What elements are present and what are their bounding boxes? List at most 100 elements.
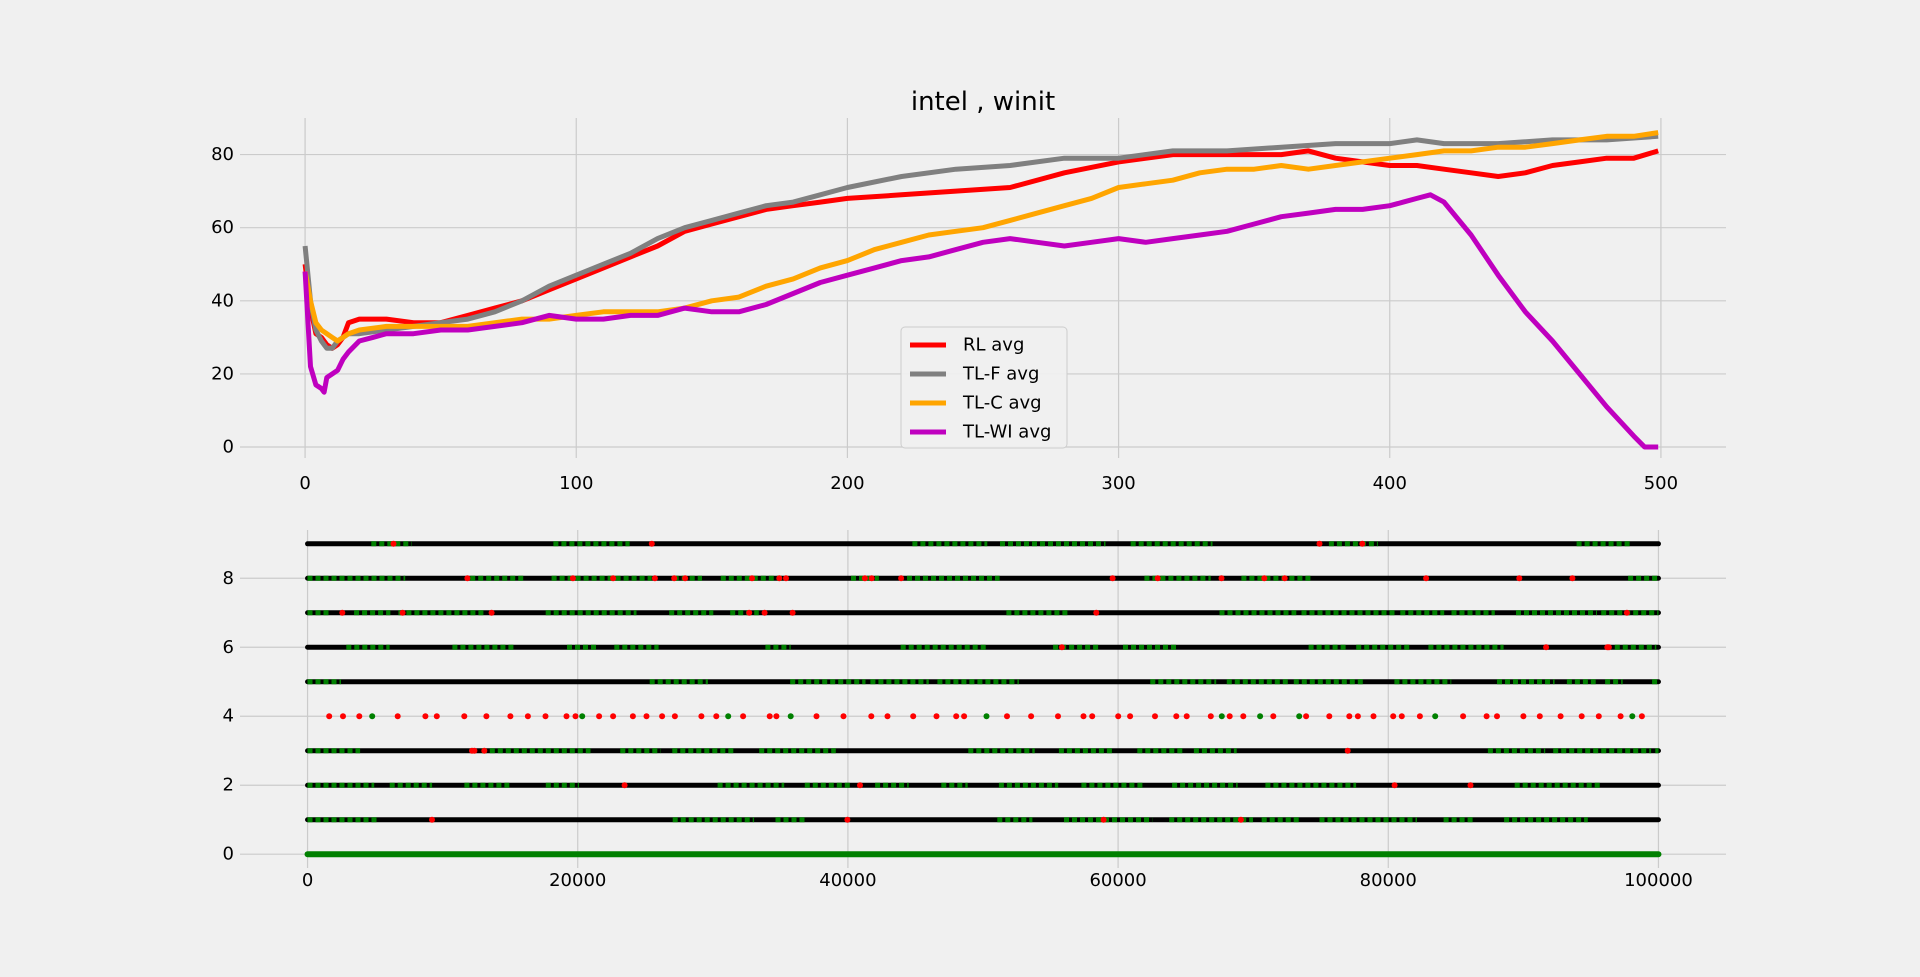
scatter-point (1391, 782, 1398, 789)
scatter-point (1326, 713, 1333, 720)
scatter-point (682, 575, 689, 582)
scatter-point (761, 609, 768, 616)
scatter-point (339, 609, 346, 616)
scatter-point (1416, 713, 1423, 720)
scatter-point (1089, 713, 1096, 720)
scatter-point (1390, 713, 1397, 720)
scatter-point (610, 575, 617, 582)
scatter-point (1152, 713, 1158, 720)
scatter-point (422, 713, 429, 720)
scatter-point (1494, 713, 1500, 720)
x-tick-label: 20000 (549, 870, 606, 891)
chart-title: intel , winit (911, 87, 1055, 117)
scatter-point (1398, 713, 1405, 720)
scatter-point (1629, 713, 1636, 720)
scatter-point (629, 713, 636, 720)
legend-box (900, 326, 1068, 449)
y-tick-label: 60 (211, 217, 234, 238)
scatter-row-6 (305, 644, 1661, 651)
scatter-point (507, 713, 514, 720)
scatter-point (1483, 713, 1490, 720)
scatter-point (1543, 644, 1550, 651)
legend: RL avg TL-F avg TL-C avg TL-WI avg (900, 326, 1068, 449)
scatter-point (461, 713, 468, 720)
scatter-point (429, 816, 435, 823)
x-tick-label: 100000 (1624, 870, 1693, 891)
scatter-point (868, 713, 875, 720)
scatter-point (1460, 713, 1467, 720)
y-tick-label: 0 (223, 437, 234, 458)
scatter-point (713, 713, 720, 720)
scatter-point (953, 713, 960, 720)
scatter-point (1058, 644, 1065, 651)
scatter-row-3 (305, 747, 1661, 754)
scatter-point (1296, 713, 1303, 720)
scatter-point (1261, 575, 1268, 582)
scatter-point (1423, 575, 1430, 582)
scatter-point (740, 713, 747, 720)
scatter-point (471, 747, 478, 754)
x-tick-label: 200 (830, 473, 864, 494)
scatter-row-7 (305, 609, 1661, 616)
scatter-point (1055, 713, 1061, 720)
y-tick-label: 4 (223, 706, 234, 727)
scatter-point (483, 713, 490, 720)
scatter-point (1154, 575, 1161, 582)
scatter-row-1 (305, 816, 1661, 823)
scatter-point (857, 782, 863, 789)
scatter-point (481, 747, 488, 754)
x-tick-label: 40000 (819, 870, 876, 891)
x-tick-label: 0 (302, 870, 313, 891)
scatter-point (356, 713, 363, 720)
scatter-point (1536, 713, 1543, 720)
scatter-point (898, 575, 905, 582)
x-tick-label: 80000 (1360, 870, 1417, 891)
scatter-point (326, 713, 333, 720)
scatter-point (1557, 713, 1564, 720)
scatter-point (542, 713, 549, 720)
scatter-point (1218, 713, 1225, 720)
scatter-point (1100, 816, 1107, 823)
scatter-point (861, 575, 868, 582)
scatter-point (1578, 713, 1585, 720)
scatter-point (643, 713, 650, 720)
scatter-point (610, 713, 617, 720)
scatter-point (671, 713, 678, 720)
scatter-point (1569, 575, 1576, 582)
scatter-point (1207, 713, 1214, 720)
scatter-point (1303, 713, 1310, 720)
scatter-point (725, 713, 732, 720)
scatter-point (773, 713, 780, 720)
scatter-point (1346, 713, 1353, 720)
scatter-point (596, 713, 603, 720)
scatter-point (488, 609, 495, 616)
scatter-point (840, 713, 847, 720)
scatter-point (983, 713, 990, 720)
scatter-point (1173, 713, 1180, 720)
scatter-point (671, 575, 678, 582)
legend-label: TL-C avg (962, 393, 1042, 414)
scatter-point (464, 575, 471, 582)
scatter-point (1080, 713, 1087, 720)
scatter-point (884, 713, 891, 720)
scatter-point (1344, 747, 1351, 754)
scatter-point (1004, 713, 1010, 720)
scatter-point (787, 713, 794, 720)
scatter-point (1354, 713, 1361, 720)
scatter-point (844, 816, 851, 823)
y-tick-label: 0 (223, 844, 234, 865)
scatter-point (1316, 540, 1323, 547)
scatter-point (1516, 575, 1523, 582)
scatter-point (1467, 782, 1474, 789)
scatter-point (1370, 713, 1377, 720)
x-tick-label: 500 (1644, 473, 1678, 494)
scatter-point (1237, 816, 1244, 823)
x-tick-label: 100 (559, 473, 593, 494)
scatter-point (1432, 713, 1439, 720)
scatter-point (868, 575, 875, 582)
y-tick-label: 20 (211, 363, 234, 384)
scatter-point (579, 713, 586, 720)
scatter-point (1257, 713, 1264, 720)
scatter-point (746, 609, 753, 616)
